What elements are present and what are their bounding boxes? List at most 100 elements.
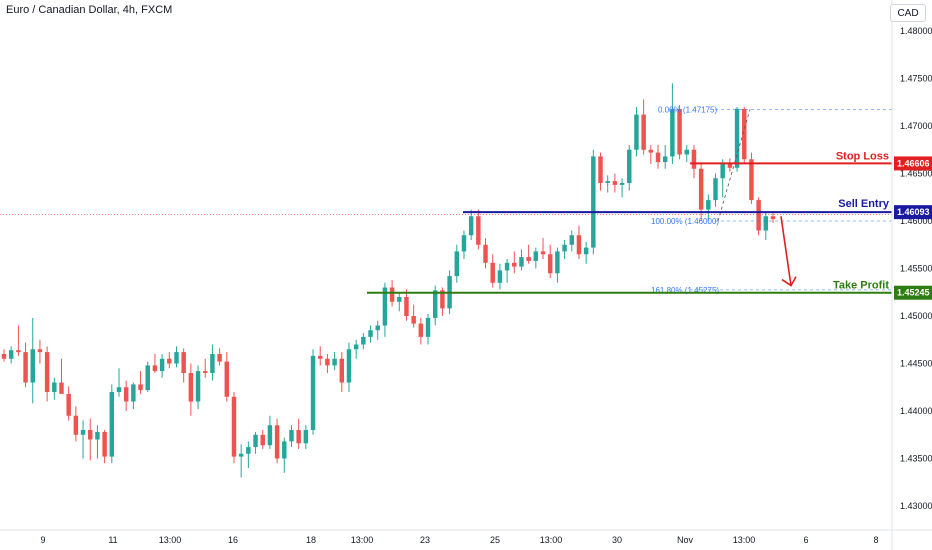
candle-body xyxy=(159,358,165,372)
candle-body xyxy=(296,430,301,444)
candle-body xyxy=(260,434,265,446)
time-tick-label: 6 xyxy=(803,535,808,545)
time-tick-label: 13:00 xyxy=(159,535,182,545)
candle-body xyxy=(756,200,761,231)
time-tick-label: 25 xyxy=(490,535,500,545)
fib-level-label: 0.00% (1.47175) xyxy=(658,105,717,114)
time-tick-label: 30 xyxy=(612,535,622,545)
candle-body xyxy=(533,251,539,261)
candle-body xyxy=(131,384,136,402)
level-price-label: 1.46093 xyxy=(897,207,930,217)
candle-body xyxy=(612,181,618,185)
candle-body xyxy=(8,350,14,359)
candle-body xyxy=(317,355,323,359)
candle-body xyxy=(246,447,251,454)
candle-body xyxy=(95,431,100,440)
time-tick-label: 16 xyxy=(228,535,238,545)
candle-body xyxy=(397,297,402,302)
candle-body xyxy=(44,352,50,392)
candle-body xyxy=(102,431,107,457)
level-price-tag xyxy=(894,156,932,171)
candle-body xyxy=(691,149,697,169)
candle-body xyxy=(641,114,646,150)
currency-button[interactable]: CAD xyxy=(890,4,926,22)
candle-body xyxy=(174,352,179,364)
candle-body xyxy=(619,183,625,185)
candle-body xyxy=(267,425,273,446)
candle-body xyxy=(231,396,237,457)
candle-body xyxy=(1,354,7,359)
candlestick-series xyxy=(1,83,776,478)
candle-body xyxy=(706,200,711,210)
candle-body xyxy=(181,352,186,373)
price-tick-label: 1.46500 xyxy=(900,169,932,179)
candle-body xyxy=(497,270,503,283)
price-tick-label: 1.48000 xyxy=(900,26,932,36)
price-tick-label: 1.47000 xyxy=(900,121,932,131)
candle-body xyxy=(368,330,373,337)
candle-body xyxy=(167,358,172,364)
level-price-label: 1.46606 xyxy=(897,158,930,168)
candle-body xyxy=(16,350,21,353)
candle-body xyxy=(152,365,158,372)
chart-title: Euro / Canadian Dollar, 4h, FXCM xyxy=(6,4,173,16)
candle-body xyxy=(325,358,330,366)
level-name: Sell Entry xyxy=(838,198,890,210)
candle-body xyxy=(720,164,725,179)
price-tick-label: 1.47500 xyxy=(900,74,932,84)
fib-level-label: 161.80% (1.45275) xyxy=(651,286,719,295)
candle-body xyxy=(123,387,129,402)
candle-body xyxy=(238,453,244,457)
candle-body xyxy=(418,323,424,337)
candle-body xyxy=(576,235,582,255)
candle-body xyxy=(512,262,517,267)
candle-body xyxy=(598,156,603,183)
candle-body xyxy=(138,384,143,391)
candle-body xyxy=(569,235,574,245)
price-tick-label: 1.44500 xyxy=(900,359,932,369)
price-axis[interactable]: 1.48000 1.47500 1.47000 1.46500 1.46000 1.455… xyxy=(891,0,932,550)
candle-body xyxy=(411,316,416,324)
candle-body xyxy=(476,216,481,245)
time-tick-label: 8 xyxy=(873,535,878,545)
candle-body xyxy=(454,251,460,277)
candle-body xyxy=(289,430,294,442)
candle-body xyxy=(88,430,93,440)
time-axis[interactable]: 9 11 13:00 16 18 13:00 23 25 13:00 30 Nov 13:00 6 8 xyxy=(0,529,932,545)
projection-arrow-shaft xyxy=(780,216,792,286)
candle-body xyxy=(224,361,230,397)
candle-body xyxy=(339,358,345,383)
candle-body xyxy=(605,181,610,183)
time-tick-label: 13:00 xyxy=(733,535,756,545)
candle-body xyxy=(37,349,43,353)
candle-body xyxy=(634,114,639,150)
candle-body xyxy=(73,415,79,435)
candle-body xyxy=(483,244,488,263)
candle-body xyxy=(389,287,395,302)
candle-body xyxy=(540,251,546,255)
candle-body xyxy=(727,164,733,168)
candle-body xyxy=(30,349,35,383)
candle-body xyxy=(648,149,654,153)
candle-body xyxy=(519,257,524,267)
candle-body xyxy=(504,262,510,271)
candle-body xyxy=(698,168,704,210)
candle-body xyxy=(109,392,115,457)
candle-body xyxy=(332,358,337,366)
candle-body xyxy=(763,216,769,231)
candle-body xyxy=(770,216,776,220)
fib-connector xyxy=(717,109,751,222)
level-name: Stop Loss xyxy=(836,150,889,162)
level-price-label: 1.45245 xyxy=(897,288,930,298)
price-tick-label: 1.46000 xyxy=(900,216,932,226)
time-tick-label: 13:00 xyxy=(351,535,374,545)
candle-body xyxy=(461,235,467,252)
candle-body xyxy=(555,251,560,274)
candle-body xyxy=(734,108,740,168)
time-tick-label: Nov xyxy=(677,535,694,545)
candle-body xyxy=(670,108,675,157)
candle-body xyxy=(253,434,258,448)
candle-body xyxy=(210,354,215,373)
candle-body xyxy=(23,352,28,383)
